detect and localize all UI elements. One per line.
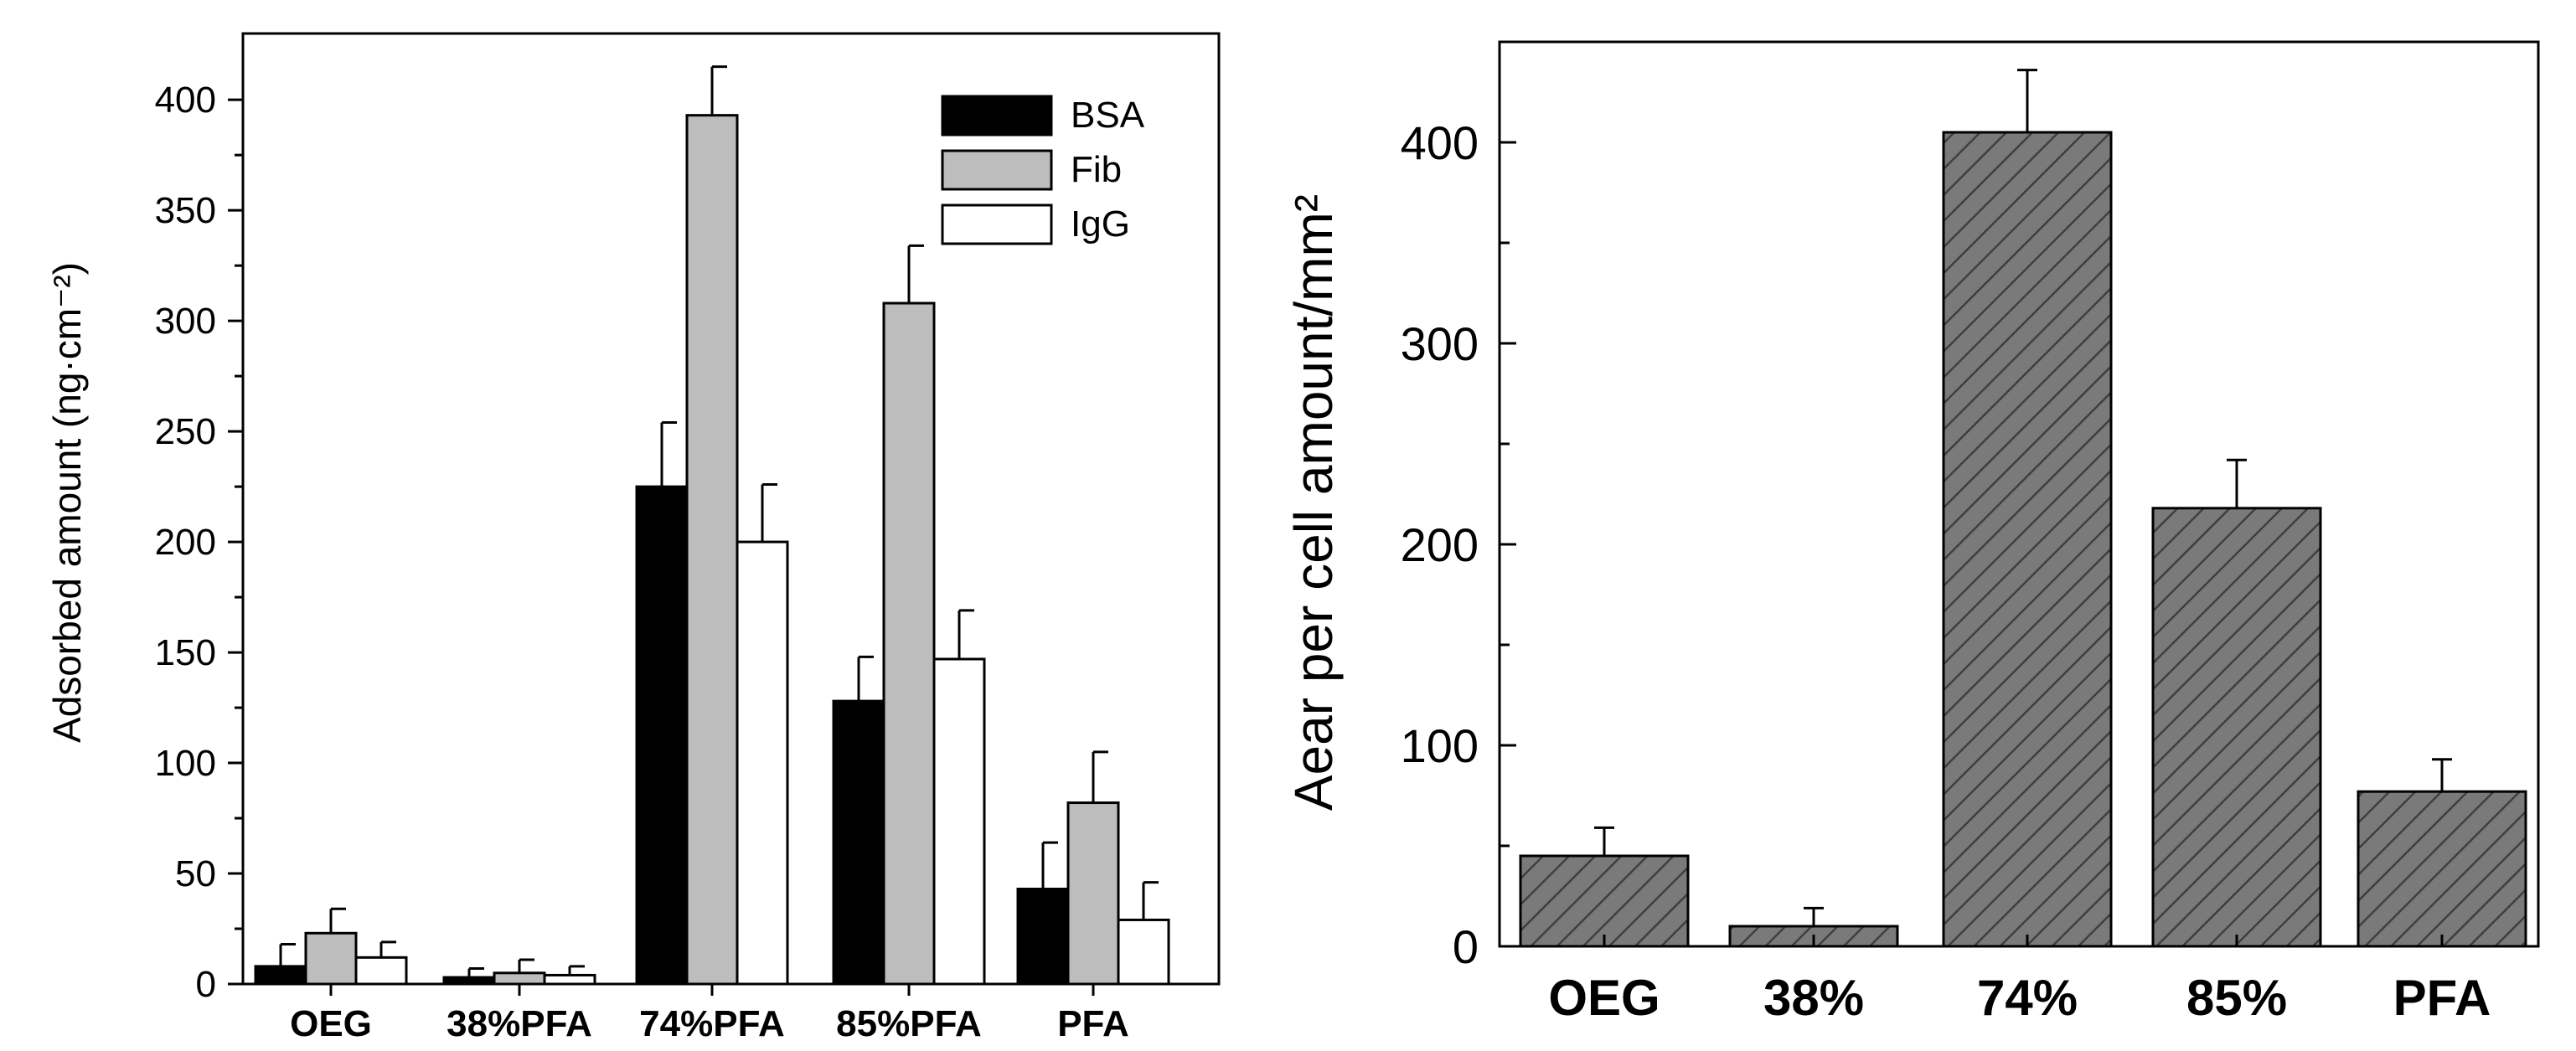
bar-igg	[543, 973, 596, 986]
bar	[1519, 854, 1690, 948]
bar-igg	[736, 540, 789, 986]
chart-left: 0 50 100 150 200 250 300 350 400 OEG 38%PFA 74%PFA…	[45, 32, 1221, 1044]
y-tick-label: 100	[1401, 719, 1479, 772]
chart-right-y-axis-label: Aear per cell amount/mm²	[1283, 194, 1344, 811]
category-label: OEG	[1548, 970, 1660, 1026]
bar-fib	[304, 931, 358, 986]
chart-left-y-axis-label: Adsorbed amount (ng·cm⁻²)	[45, 262, 89, 743]
y-tick-label: 50	[175, 853, 216, 894]
y-tick-label: 300	[1401, 317, 1479, 370]
bar-fib	[1066, 801, 1120, 986]
y-tick-label: 0	[1453, 920, 1479, 973]
chart-left-y-ticks: 0 50 100 150 200 250 300 350 400	[155, 80, 243, 1005]
chart-left-category-labels: OEG 38%PFA 74%PFA 85%PFA PFA	[290, 984, 1129, 1044]
y-tick-label: 200	[155, 522, 216, 563]
y-tick-label: 300	[155, 301, 216, 342]
category-label: PFA	[1057, 1003, 1129, 1044]
legend-swatch-fib	[941, 149, 1053, 191]
bar-bsa	[1016, 888, 1070, 986]
y-tick-label: 0	[196, 964, 216, 1005]
chart-left-legend: BSA Fib IgG	[941, 95, 1145, 245]
bar-bsa	[832, 699, 885, 986]
y-tick-label: 350	[155, 190, 216, 231]
category-label: 38%PFA	[447, 1003, 592, 1044]
category-label: 74%PFA	[639, 1003, 785, 1044]
category-label: 85%	[2186, 970, 2287, 1026]
category-label: 38%	[1763, 970, 1864, 1026]
legend-label: Fib	[1071, 149, 1122, 190]
bar	[1942, 131, 2113, 948]
bar-fib	[493, 971, 546, 986]
bar-bsa	[254, 965, 307, 986]
category-label: OEG	[290, 1003, 372, 1044]
bar	[2357, 790, 2527, 948]
y-tick-label: 200	[1401, 518, 1479, 571]
chart-right-y-ticks: 0 100 200 300 400	[1401, 116, 1516, 973]
legend-label: IgG	[1071, 204, 1130, 245]
chart-right-error-bars	[1594, 69, 2452, 926]
bar-bsa	[635, 485, 689, 986]
category-label: 85%PFA	[836, 1003, 982, 1044]
y-tick-label: 100	[155, 743, 216, 784]
category-label: 74%	[1977, 970, 2078, 1026]
y-tick-label: 150	[155, 632, 216, 673]
bar-bsa	[442, 976, 496, 986]
chart-right: 0 100 200 300 400 OEG 38% 74% 85% PFA Aear per c…	[1283, 40, 2540, 1026]
chart-right-category-labels: OEG 38% 74% 85% PFA	[1548, 935, 2491, 1026]
chart-left-bars	[254, 114, 1170, 986]
bar-igg	[932, 657, 986, 986]
bar	[2151, 507, 2322, 948]
bar-fib	[882, 301, 936, 986]
bar-igg	[1117, 918, 1170, 986]
y-tick-label: 250	[155, 411, 216, 452]
bar-fib	[685, 114, 739, 986]
bar-igg	[354, 956, 408, 986]
legend-swatch-igg	[941, 204, 1053, 245]
category-label: PFA	[2393, 970, 2491, 1026]
chart-left-error-bars	[279, 65, 1159, 978]
y-tick-label: 400	[1401, 116, 1479, 169]
legend-label: BSA	[1071, 95, 1145, 136]
legend-swatch-bsa	[941, 95, 1053, 137]
y-tick-label: 400	[155, 80, 216, 121]
chart-right-bars	[1519, 131, 2527, 948]
